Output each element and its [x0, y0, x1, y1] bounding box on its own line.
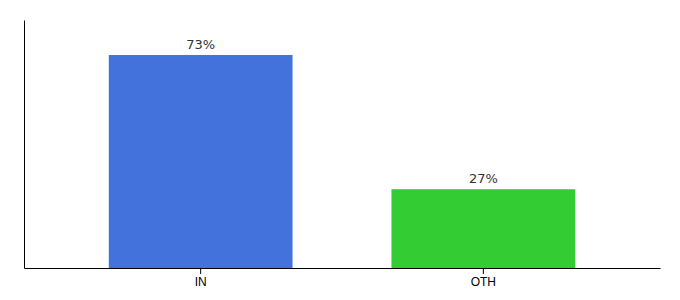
bars: [109, 55, 575, 268]
chart-container: IN OTH 73% 27%: [0, 0, 680, 300]
chart-svg: IN OTH 73% 27%: [0, 0, 680, 300]
x-tick-label: OTH: [471, 275, 496, 289]
x-tick: OTH: [471, 268, 496, 289]
data-label: 73%: [186, 37, 215, 52]
y-axis-line: [24, 21, 25, 269]
x-tick-label: IN: [195, 275, 207, 289]
x-axis-line: [25, 268, 661, 269]
data-labels: 73% 27%: [186, 37, 498, 186]
bar: [391, 189, 575, 268]
data-label: 27%: [469, 171, 498, 186]
x-tick-mark: [200, 268, 201, 274]
plot-area: IN OTH 73% 27%: [25, 21, 661, 289]
x-tick: IN: [195, 268, 207, 289]
x-tick-mark: [483, 268, 484, 274]
x-axis: IN OTH: [25, 268, 661, 289]
bar: [109, 55, 293, 268]
y-axis: [24, 21, 25, 269]
